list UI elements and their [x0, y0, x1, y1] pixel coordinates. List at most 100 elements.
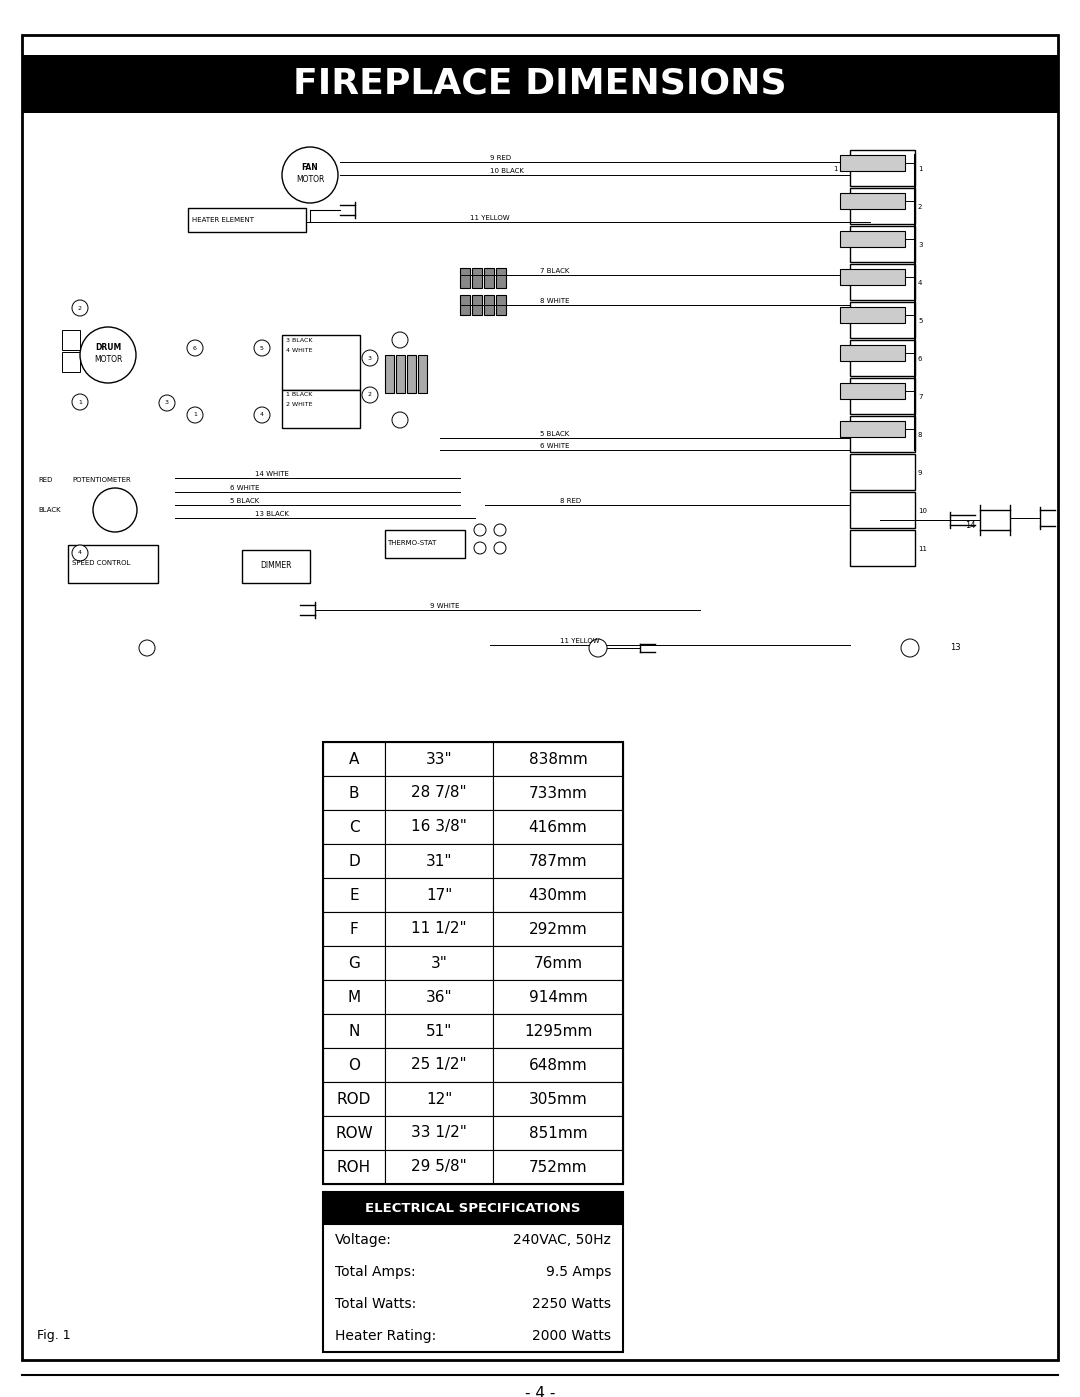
Text: 7: 7	[918, 394, 922, 400]
Text: 9 RED: 9 RED	[490, 155, 511, 161]
Bar	[472, 268, 482, 288]
Circle shape	[494, 542, 507, 555]
Text: 1295mm: 1295mm	[524, 1024, 592, 1038]
Text: 10 BLACK: 10 BLACK	[490, 168, 524, 175]
Bar	[188, 208, 306, 232]
Bar	[840, 307, 905, 323]
Text: 9 WHITE: 9 WHITE	[430, 604, 459, 609]
Bar	[323, 1150, 384, 1185]
Bar	[850, 379, 915, 414]
Circle shape	[72, 300, 87, 316]
Text: 14 WHITE: 14 WHITE	[255, 471, 288, 476]
Bar	[840, 193, 905, 210]
Bar	[323, 981, 384, 1014]
Text: 752mm: 752mm	[529, 1160, 588, 1175]
Bar	[492, 844, 623, 877]
Text: F: F	[350, 922, 359, 936]
Bar	[323, 775, 384, 810]
Bar	[384, 810, 492, 844]
Bar	[384, 1116, 492, 1150]
Text: 17": 17"	[426, 887, 453, 902]
Text: 4: 4	[78, 550, 82, 556]
Bar	[22, 54, 1058, 113]
Text: 8 WHITE: 8 WHITE	[540, 298, 569, 305]
Bar	[484, 268, 494, 288]
Circle shape	[72, 545, 87, 562]
Text: 28 7/8": 28 7/8"	[411, 785, 467, 800]
Text: 10: 10	[918, 509, 927, 514]
Bar	[323, 1014, 384, 1048]
Bar	[840, 383, 905, 400]
Text: ROD: ROD	[337, 1091, 372, 1106]
Circle shape	[187, 407, 203, 423]
Bar	[840, 420, 905, 437]
Bar	[460, 295, 470, 314]
Circle shape	[494, 524, 507, 536]
Text: 648mm: 648mm	[528, 1058, 588, 1073]
Bar	[68, 545, 158, 583]
Circle shape	[362, 387, 378, 402]
Circle shape	[362, 351, 378, 366]
Bar	[492, 877, 623, 912]
Bar	[418, 355, 427, 393]
Bar	[323, 1116, 384, 1150]
Text: 1: 1	[193, 412, 197, 418]
Circle shape	[474, 524, 486, 536]
Text: 4: 4	[918, 279, 922, 286]
Bar	[492, 1150, 623, 1185]
Text: A: A	[349, 752, 360, 767]
Circle shape	[159, 395, 175, 411]
Text: 1 BLACK: 1 BLACK	[286, 393, 312, 398]
Text: M: M	[348, 989, 361, 1004]
Text: 1: 1	[918, 166, 922, 172]
Bar	[384, 1150, 492, 1185]
Text: 305mm: 305mm	[528, 1091, 588, 1106]
Bar	[323, 742, 384, 775]
Text: 51": 51"	[426, 1024, 453, 1038]
Bar	[323, 912, 384, 946]
Text: Fig. 1: Fig. 1	[37, 1329, 70, 1341]
Bar	[840, 345, 905, 360]
Circle shape	[901, 638, 919, 657]
Text: 6 WHITE: 6 WHITE	[540, 443, 569, 448]
Bar	[407, 355, 416, 393]
Text: O: O	[348, 1058, 360, 1073]
Bar	[384, 946, 492, 981]
Text: 4 WHITE: 4 WHITE	[286, 348, 312, 352]
Text: 5 BLACK: 5 BLACK	[540, 432, 569, 437]
Text: FIREPLACE DIMENSIONS: FIREPLACE DIMENSIONS	[293, 67, 787, 101]
Text: 4: 4	[260, 412, 264, 418]
Text: DIMMER: DIMMER	[260, 562, 292, 570]
Text: 25 1/2": 25 1/2"	[411, 1058, 467, 1073]
Bar	[384, 877, 492, 912]
Text: 2250 Watts: 2250 Watts	[532, 1296, 611, 1310]
Bar	[850, 339, 915, 376]
Text: Total Watts:: Total Watts:	[335, 1296, 416, 1310]
Bar	[323, 1192, 623, 1224]
Text: 2000 Watts: 2000 Watts	[532, 1329, 611, 1343]
Bar	[850, 529, 915, 566]
Text: POTENTIOMETER: POTENTIOMETER	[72, 476, 131, 483]
Text: ROH: ROH	[337, 1160, 372, 1175]
Text: N: N	[349, 1024, 360, 1038]
Bar	[282, 335, 360, 390]
Bar	[840, 231, 905, 247]
Text: 13: 13	[949, 644, 960, 652]
Bar	[850, 189, 915, 224]
Text: 6: 6	[193, 345, 197, 351]
Text: 33": 33"	[426, 752, 453, 767]
Text: 5: 5	[260, 345, 264, 351]
Text: 33 1/2": 33 1/2"	[411, 1126, 467, 1140]
Text: 292mm: 292mm	[528, 922, 588, 936]
Bar	[492, 810, 623, 844]
Text: 3 BLACK: 3 BLACK	[286, 338, 312, 342]
Circle shape	[139, 640, 156, 657]
Text: 838mm: 838mm	[528, 752, 588, 767]
Text: 3: 3	[368, 355, 372, 360]
Text: 14: 14	[966, 521, 975, 529]
Bar	[496, 268, 507, 288]
Bar	[384, 912, 492, 946]
Bar	[492, 912, 623, 946]
Text: SPEED CONTROL: SPEED CONTROL	[72, 560, 131, 566]
Bar	[850, 149, 915, 186]
